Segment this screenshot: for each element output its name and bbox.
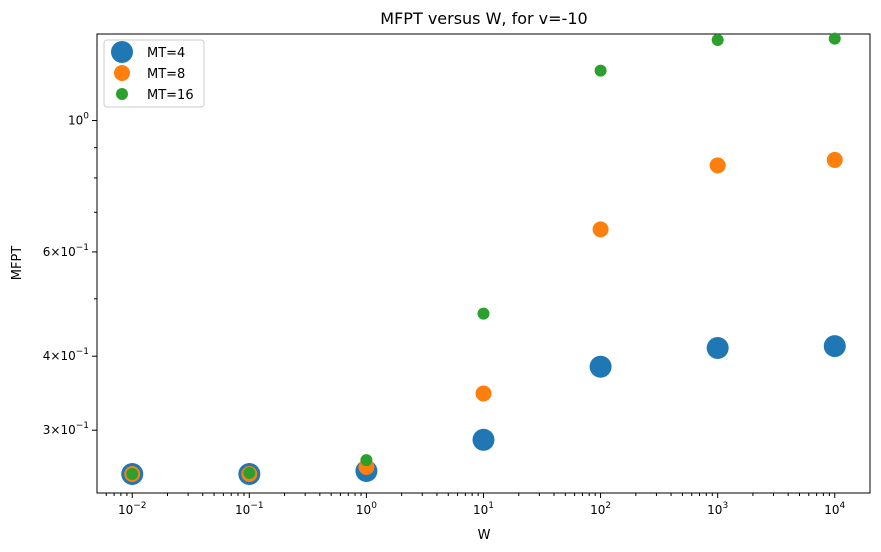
y-axis-label: MFPT [10, 246, 25, 281]
data-point [589, 355, 612, 378]
data-point [472, 428, 495, 451]
x-tick-label: 100 [356, 501, 377, 517]
y-tick-label: 6×10−1 [43, 243, 89, 259]
x-axis-label: W [478, 528, 491, 543]
data-point [475, 385, 492, 402]
legend-marker [114, 65, 130, 81]
y-tick-label: 3×10−1 [43, 421, 89, 437]
chart-title: MFPT versus W, for v=-10 [380, 9, 587, 28]
legend-label: MT=16 [147, 88, 194, 103]
data-point [360, 454, 373, 467]
x-tick-label: 10−2 [118, 501, 147, 517]
y-tick-label: 4×10−1 [43, 347, 89, 363]
data-point [594, 64, 607, 77]
data-point [477, 307, 490, 320]
plot-area [96, 33, 871, 494]
legend-marker [116, 88, 128, 100]
data-point [826, 151, 843, 168]
data-points [121, 32, 846, 486]
axis-ticks: 10−2 10−1 100 101 102 103 104 3×10−1 4×10−1 6×10−… [43, 112, 846, 517]
data-point [706, 336, 729, 359]
x-tick-label: 103 [707, 501, 728, 517]
legend-label: MT=8 [147, 67, 185, 82]
legend-marker [111, 41, 133, 63]
x-tick-label: 101 [473, 501, 494, 517]
legend: MT=4 MT=8 MT=16 [103, 39, 205, 108]
data-point [711, 33, 724, 46]
legend-label: MT=4 [147, 46, 185, 61]
data-point [709, 157, 726, 174]
y-tick-label: 100 [68, 112, 89, 128]
x-tick-label: 10−1 [235, 501, 264, 517]
data-point [243, 467, 256, 480]
data-point [126, 468, 139, 481]
data-point [592, 221, 609, 238]
data-point [823, 335, 846, 358]
x-tick-label: 104 [824, 501, 845, 517]
data-point [828, 32, 841, 45]
x-tick-label: 102 [590, 501, 611, 517]
